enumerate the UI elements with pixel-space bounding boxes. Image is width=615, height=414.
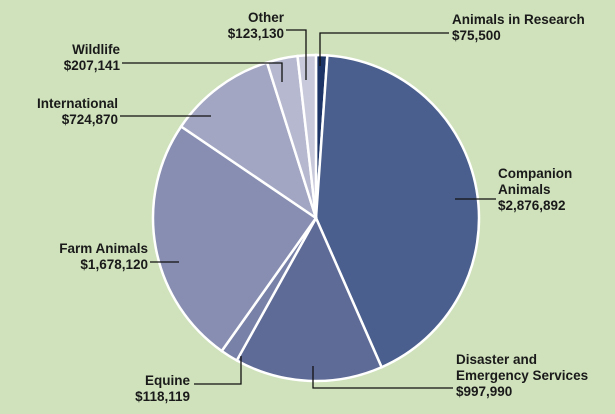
- slice-label: Companion Animals $2,876,892: [498, 166, 608, 214]
- label-value: $118,119: [135, 389, 190, 404]
- label-value: $2,876,892: [498, 198, 566, 213]
- label-value: $75,500: [452, 28, 501, 43]
- slice-label: Other $123,130: [180, 10, 284, 42]
- slice-label: Animals in Research $75,500: [452, 12, 615, 44]
- leader-line: [194, 356, 242, 385]
- leader-line: [286, 29, 307, 80]
- pie-slice: [296, 53, 318, 219]
- leader-line: [312, 366, 453, 389]
- label-value: $123,130: [227, 26, 284, 41]
- label-name: Animals in Research: [452, 12, 585, 27]
- label-name: Other: [247, 10, 284, 25]
- slice-label: Wildlife $207,141: [20, 42, 120, 74]
- pie-slice: [235, 215, 384, 383]
- label-name: Farm Animals: [59, 241, 148, 256]
- slice-label: Equine $118,119: [90, 373, 190, 405]
- label-name: Disaster and Emergency Services: [456, 352, 589, 383]
- leader-line: [122, 62, 283, 82]
- pie-slice: [179, 60, 319, 222]
- label-value: $724,870: [61, 112, 118, 127]
- label-value: $1,678,120: [80, 257, 148, 272]
- pie-slice: [151, 124, 318, 353]
- leader-line: [319, 32, 449, 66]
- label-name: Equine: [144, 373, 190, 388]
- pie-slice: [314, 54, 481, 369]
- slice-label: Disaster and Emergency Services $997,990: [456, 352, 606, 400]
- label-value: $207,141: [63, 58, 120, 73]
- slice-label: Farm Animals $1,678,120: [8, 241, 148, 273]
- slice-label: International $724,870: [8, 96, 118, 128]
- label-name: International: [36, 96, 118, 111]
- label-name: Wildlife: [72, 42, 120, 57]
- label-value: $997,990: [456, 384, 513, 399]
- label-name: Companion Animals: [498, 166, 573, 197]
